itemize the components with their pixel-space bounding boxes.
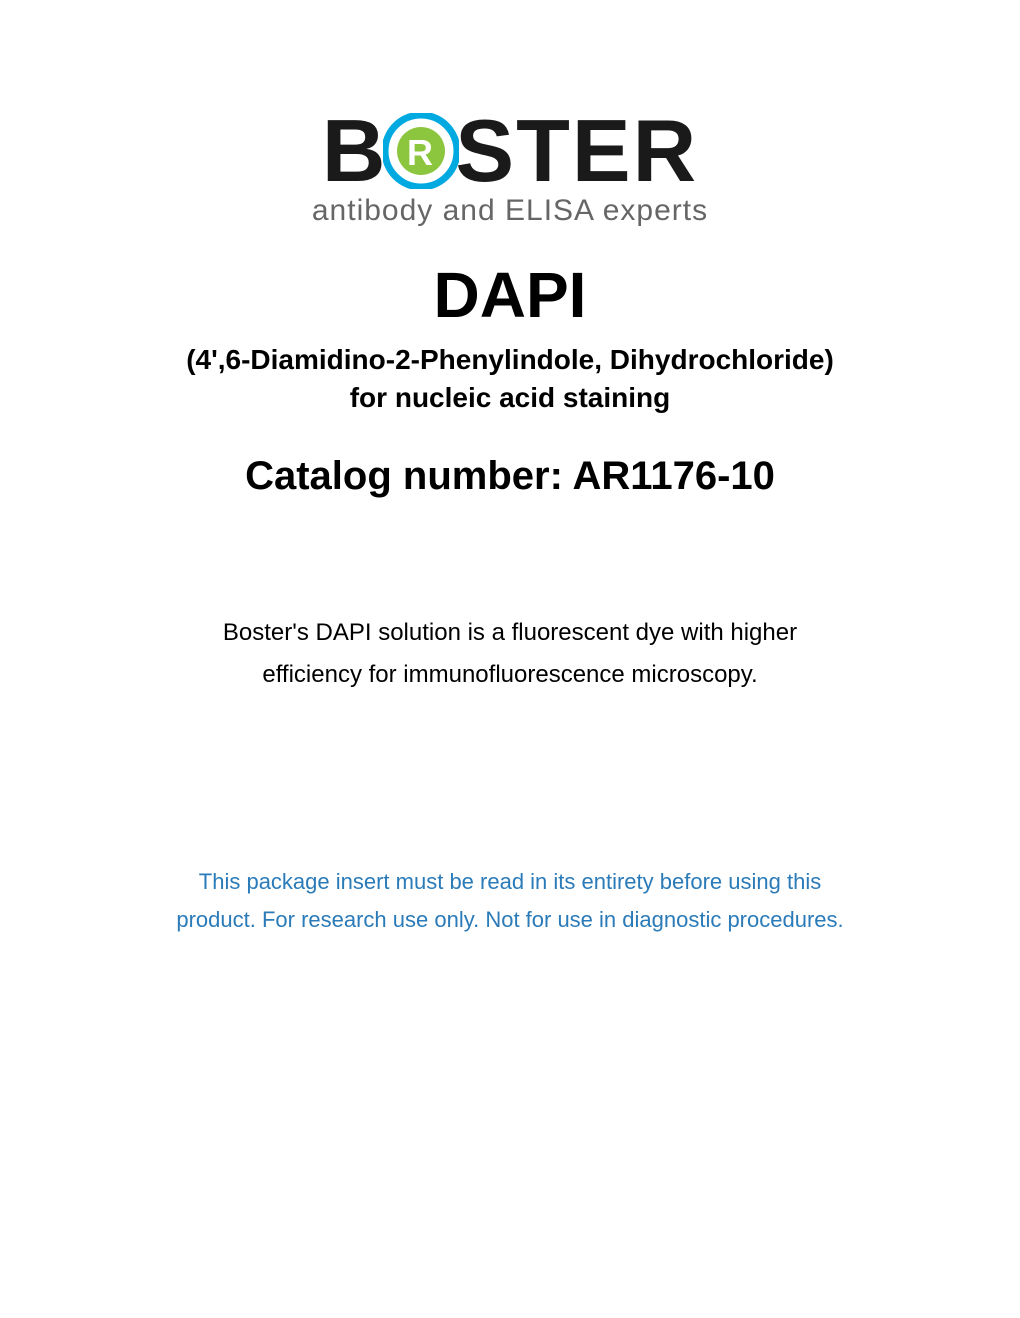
description-line1: Boster's DAPI solution is a fluorescent … bbox=[223, 619, 797, 647]
logo-circle-icon: R bbox=[383, 113, 459, 189]
disclaimer-line2: product. For research use only. Not for … bbox=[176, 907, 843, 933]
logo-main: B R STER bbox=[322, 100, 698, 202]
description-line2: efficiency for immunofluorescence micros… bbox=[262, 661, 757, 689]
product-title: DAPI bbox=[434, 258, 587, 332]
catalog-number: Catalog number: AR1176-10 bbox=[245, 454, 775, 499]
product-subtitle-line2: for nucleic acid staining bbox=[350, 382, 671, 414]
logo-text-after: STER bbox=[455, 100, 698, 202]
product-subtitle-line1: (4',6-Diamidino-2-Phenylindole, Dihydroc… bbox=[186, 344, 834, 376]
logo-text-before: B bbox=[322, 100, 388, 202]
disclaimer-line1: This package insert must be read in its … bbox=[199, 869, 821, 895]
logo-container: B R STER antibody and ELISA experts bbox=[312, 100, 708, 228]
svg-text:R: R bbox=[407, 132, 435, 173]
logo-tagline: antibody and ELISA experts bbox=[312, 194, 708, 228]
